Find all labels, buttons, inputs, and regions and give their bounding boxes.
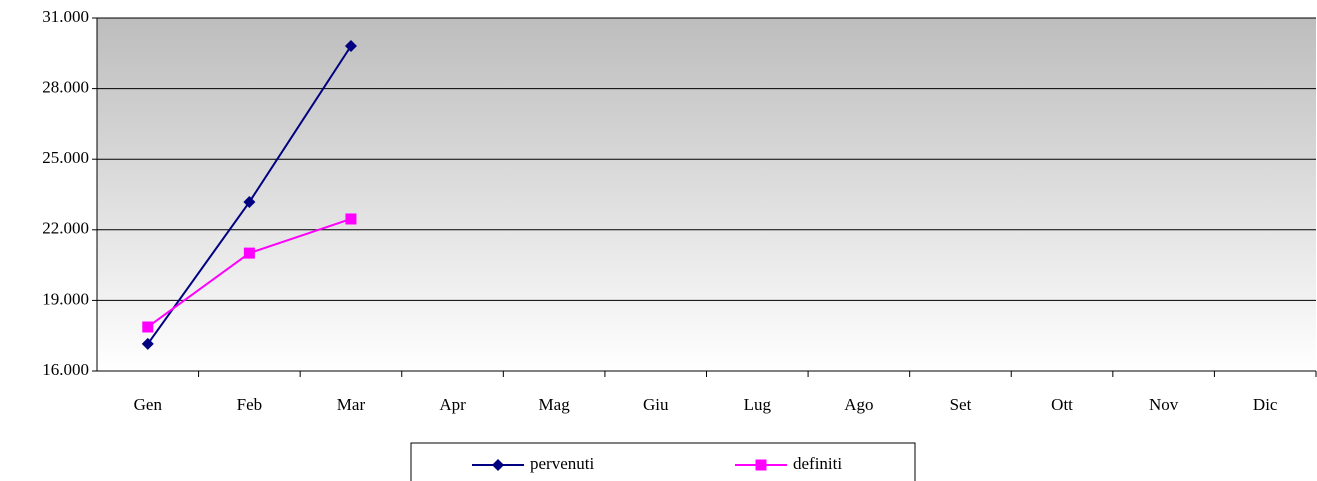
data-point xyxy=(243,247,255,259)
data-point xyxy=(142,321,154,333)
plot-area xyxy=(97,18,1316,371)
x-tick-label: Lug xyxy=(744,395,772,414)
x-tick-label: Giu xyxy=(643,395,669,414)
y-tick-label: 25.000 xyxy=(42,148,89,167)
data-point xyxy=(345,213,357,225)
y-tick-label: 31.000 xyxy=(42,7,89,26)
data-point xyxy=(344,40,357,53)
y-tick-label: 22.000 xyxy=(42,219,89,238)
y-tick-label: 19.000 xyxy=(42,289,89,308)
legend-label: definiti xyxy=(793,454,842,473)
x-tick-label: Mag xyxy=(539,395,571,414)
data-point xyxy=(243,196,256,209)
legend-marker xyxy=(755,459,767,471)
x-tick-label: Ott xyxy=(1051,395,1073,414)
x-tick-label: Feb xyxy=(237,395,263,414)
legend-label: pervenuti xyxy=(530,454,594,473)
x-tick-label: Gen xyxy=(134,395,163,414)
legend-marker xyxy=(492,459,504,471)
data-point xyxy=(141,337,154,350)
x-tick-label: Dic xyxy=(1253,395,1278,414)
x-tick-label: Ago xyxy=(844,395,873,414)
x-tick-label: Nov xyxy=(1149,395,1179,414)
y-tick-label: 16.000 xyxy=(42,360,89,379)
y-tick-label: 28.000 xyxy=(42,78,89,97)
x-tick-label: Apr xyxy=(439,395,466,414)
x-tick-label: Mar xyxy=(337,395,366,414)
x-tick-label: Set xyxy=(950,395,972,414)
